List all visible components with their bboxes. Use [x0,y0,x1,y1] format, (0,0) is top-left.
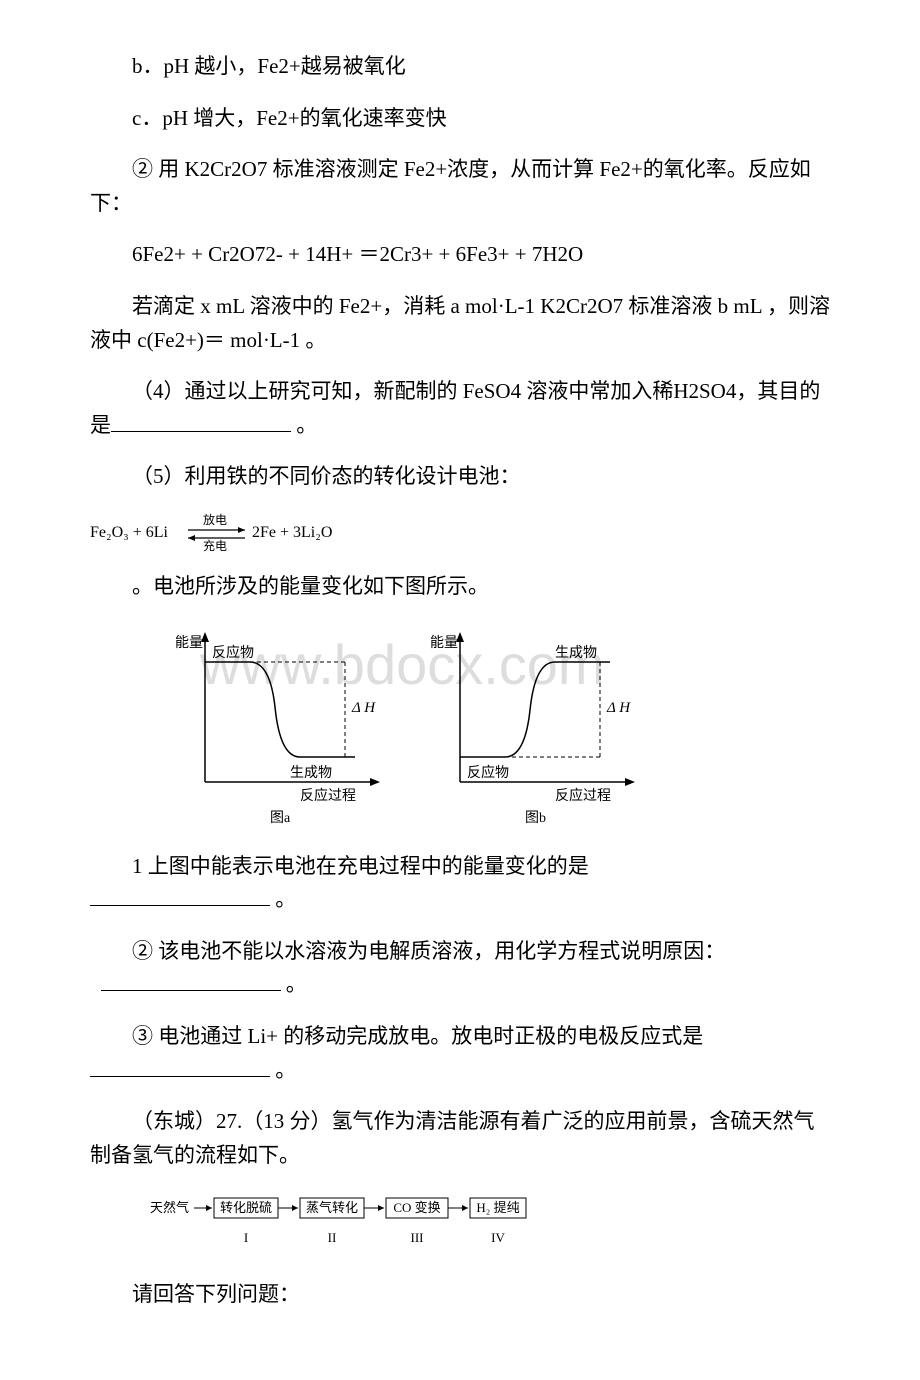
q5-1-text: 1 上图中能表示电池在充电过程中的能量变化的是 [90,850,589,884]
energy-charts: 能量 反应物 生成物 Δ H 反应过程 图a 能量 [90,622,830,832]
chart-b-caption: 图b [525,811,546,826]
chart-b-product: 生成物 [555,645,597,661]
blank-q4 [111,411,291,432]
flow-n2: II [328,1230,337,1245]
flow-box1: 转化脱硫 [220,1200,272,1215]
equation-1: 6Fe2+ + Cr2O72- + 14H+ ＝2Cr3+ + 6Fe3+ + … [90,238,830,272]
q5-2-period: 。 [281,972,307,996]
q5-3-text: ③ 电池通过 Li+ 的移动完成放电。放电时正极的电极反应式是 [90,1020,703,1054]
flow-box3: CO 变换 [393,1200,440,1215]
q2-intro: ② 用 K2Cr2O7 标准溶液测定 Fe2+浓度，从而计算 Fe2+的氧化率。… [90,153,830,220]
flow-n4: IV [491,1230,505,1245]
chart-a-xlabel: 反应过程 [300,787,356,804]
q5-2-text: ② 该电池不能以水溶液为电解质溶液，用化学方程式说明原因： [90,935,725,969]
q5-3: ③ 电池通过 Li+ 的移动完成放电。放电时正极的电极反应式是 。 [90,1020,830,1087]
chart-a-deltah: Δ H [351,700,376,716]
blank-q5-1 [90,885,270,906]
q5-text-b: 。电池所涉及的能量变化如下图所示。 [90,570,830,604]
chart-b-xlabel: 反应过程 [555,787,611,804]
dongcheng-27: （东城）27.（13 分）氢气作为清洁能源有着广泛的应用前景，含硫天然气制备氢气… [90,1105,830,1172]
q5-3-period: 。 [270,1058,296,1082]
reaction-left: Fe₂O₃ + 6Li [90,524,169,541]
please-answer: 请回答下列问题： [90,1278,830,1312]
q4-period: 。 [291,413,317,437]
line-c: c．pH 增大，Fe2+的氧化速率变快 [90,102,830,136]
chart-b-ylabel: 能量 [430,635,458,651]
blank-q5-3 [90,1056,270,1077]
chart-a-reactant: 反应物 [212,644,254,661]
chart-b-reactant: 反应物 [467,764,509,781]
chart-a-ylabel: 能量 [175,635,203,651]
q4: （4）通过以上研究可知，新配制的 FeSO4 溶液中常加入稀H2SO4，其目的是… [90,375,830,442]
chart-a-product: 生成物 [290,765,332,781]
flow-box2: 蒸气转化 [306,1200,358,1215]
flow-start: 天然气 [150,1200,189,1215]
flow-n1: I [244,1230,248,1245]
q5-2: ② 该电池不能以水溶液为电解质溶液，用化学方程式说明原因： 。 [90,935,830,1002]
reaction-equation-svg: Fe₂O₃ + 6Li 放电 充电 2Fe + 3Li₂O [90,512,830,552]
flow-n3: III [411,1230,424,1245]
chart-a-caption: 图a [270,811,291,826]
blank-q5-2 [101,970,281,991]
reaction-top-label: 放电 [203,512,227,527]
process-flow: 天然气 转化脱硫 I 蒸气转化 II CO 变换 III H₂ 提纯 IV [90,1190,830,1260]
flow-box4: H₂ 提纯 [476,1200,519,1215]
q5-intro: （5）利用铁的不同价态的转化设计电池： [90,460,830,494]
q5-1: 1 上图中能表示电池在充电过程中的能量变化的是 。 [90,850,830,917]
line-b: b．pH 越小，Fe2+越易被氧化 [90,50,830,84]
reaction-right: 2Fe + 3Li₂O [252,524,332,541]
q2-calc: 若滴定 x mL 溶液中的 Fe2+，消耗 a mol·L-1 K2Cr2O7 … [90,290,830,357]
reaction-bottom-label: 充电 [203,538,227,552]
document-content: b．pH 越小，Fe2+越易被氧化 c．pH 增大，Fe2+的氧化速率变快 ② … [90,50,830,1312]
chart-b-deltah: Δ H [606,700,631,716]
q5-1-period: 。 [270,887,296,911]
